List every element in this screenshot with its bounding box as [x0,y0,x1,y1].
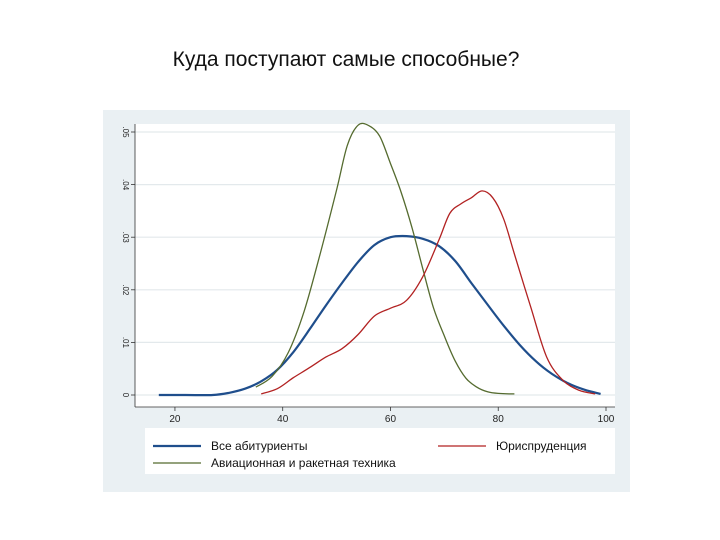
gridlines [135,131,615,396]
legend-label: Авиационная и ракетная техника [211,456,396,470]
x-tick-label: 20 [169,414,181,425]
x-tick-label: 100 [598,414,615,425]
y-tick-label: .04 [121,179,130,191]
legend: Все абитуриенты Авиационная и ракетная те… [153,439,587,470]
y-tick-label: .02 [121,284,130,296]
series-line-aviation-rocket [255,122,515,395]
y-tick-label: .03 [121,232,130,244]
x-tick-label: 40 [277,414,289,425]
legend-box [145,428,615,474]
x-tick-label: 60 [385,414,397,425]
y-tick-label: 0 [121,393,130,398]
series-line-law [261,190,596,395]
chart-figure: 0 .01 .02 .03 .04 .05 20 40 60 80 100 Все абитурие… [103,110,630,492]
slide-title: Куда поступают самые способные? [172,48,520,71]
y-tick-label: .01 [121,337,130,349]
chart-svg: 0 .01 .02 .03 .04 .05 20 40 60 80 100 Все абитурие… [121,122,615,474]
axes: 0 .01 .02 .03 .04 .05 20 40 60 80 100 [121,124,615,425]
legend-label: Юриспруденция [496,439,587,453]
y-tick-label: .05 [121,126,130,138]
series-layer [158,122,601,397]
x-tick-label: 80 [493,414,505,425]
plot-area [135,124,615,407]
legend-label: Все абитуриенты [211,439,308,453]
series-line-all-applicants [158,234,601,397]
